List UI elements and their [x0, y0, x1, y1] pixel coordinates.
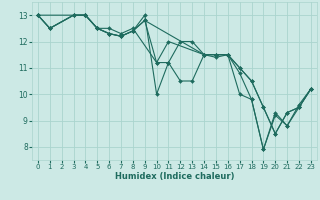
X-axis label: Humidex (Indice chaleur): Humidex (Indice chaleur): [115, 172, 234, 181]
